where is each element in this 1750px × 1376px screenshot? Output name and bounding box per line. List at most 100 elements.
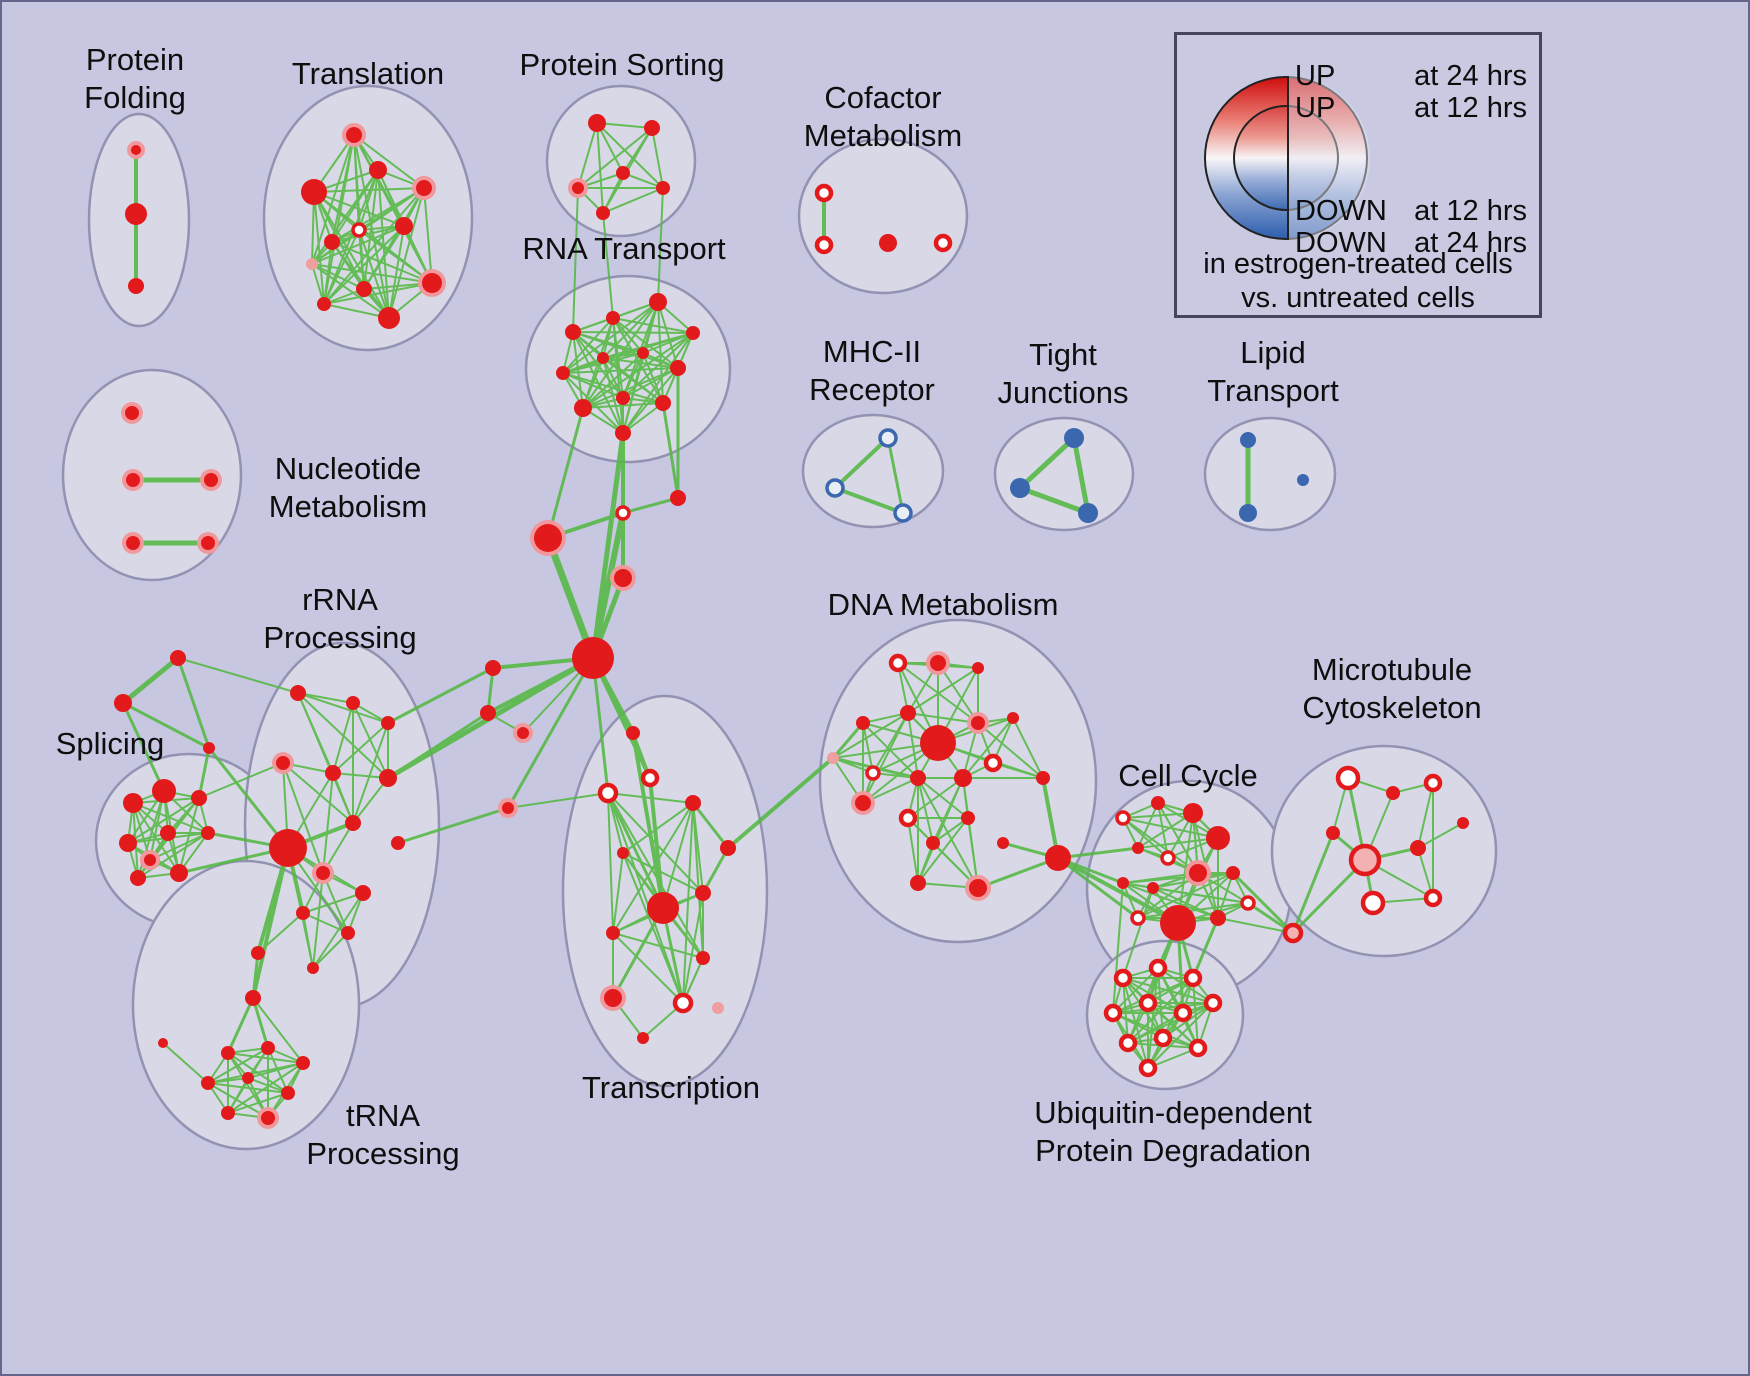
node-5[interactable] — [369, 161, 387, 179]
node-126[interactable] — [961, 811, 975, 825]
node-51[interactable] — [114, 694, 132, 712]
node-26[interactable] — [597, 352, 609, 364]
node-68[interactable] — [379, 769, 397, 787]
node-161[interactable] — [1138, 993, 1158, 1013]
node-6[interactable] — [412, 176, 436, 200]
node-8[interactable] — [351, 222, 367, 238]
node-163[interactable] — [1203, 993, 1223, 1013]
node-1[interactable] — [125, 203, 147, 225]
node-38[interactable] — [825, 478, 845, 498]
node-62[interactable] — [140, 850, 160, 870]
node-70[interactable] — [345, 815, 361, 831]
node-56[interactable] — [191, 790, 207, 806]
node-155[interactable] — [1423, 888, 1443, 908]
node-75[interactable] — [341, 926, 355, 940]
node-50[interactable] — [197, 532, 219, 554]
node-88[interactable] — [530, 520, 566, 556]
node-83[interactable] — [242, 1072, 254, 1084]
node-78[interactable] — [245, 990, 261, 1006]
node-44[interactable] — [1239, 504, 1257, 522]
node-74[interactable] — [296, 906, 310, 920]
node-164[interactable] — [1118, 1033, 1138, 1053]
node-17[interactable] — [568, 178, 588, 198]
node-69[interactable] — [269, 829, 307, 867]
node-89[interactable] — [615, 505, 631, 521]
node-93[interactable] — [485, 660, 501, 676]
node-112[interactable] — [926, 651, 950, 675]
node-19[interactable] — [656, 181, 670, 195]
node-113[interactable] — [972, 662, 984, 674]
node-54[interactable] — [123, 793, 143, 813]
node-76[interactable] — [251, 946, 265, 960]
node-87[interactable] — [158, 1038, 168, 1048]
node-35[interactable] — [879, 234, 897, 252]
node-90[interactable] — [670, 490, 686, 506]
node-104[interactable] — [606, 926, 620, 940]
node-127[interactable] — [926, 836, 940, 850]
node-10[interactable] — [418, 269, 446, 297]
node-94[interactable] — [480, 705, 496, 721]
node-119[interactable] — [865, 765, 881, 781]
node-130[interactable] — [965, 875, 991, 901]
node-61[interactable] — [170, 864, 188, 882]
node-23[interactable] — [649, 293, 667, 311]
node-20[interactable] — [596, 206, 610, 220]
node-66[interactable] — [272, 752, 294, 774]
node-32[interactable] — [615, 425, 631, 441]
node-167[interactable] — [1138, 1058, 1158, 1078]
node-81[interactable] — [296, 1056, 310, 1070]
node-39[interactable] — [893, 503, 913, 523]
node-71[interactable] — [391, 836, 405, 850]
node-57[interactable] — [119, 834, 137, 852]
node-22[interactable] — [606, 311, 620, 325]
node-65[interactable] — [381, 716, 395, 730]
node-41[interactable] — [1010, 478, 1030, 498]
node-28[interactable] — [670, 360, 686, 376]
node-136[interactable] — [1206, 826, 1230, 850]
node-21[interactable] — [565, 324, 581, 340]
node-11[interactable] — [306, 258, 318, 270]
node-9[interactable] — [395, 217, 413, 235]
node-73[interactable] — [355, 885, 371, 901]
node-123[interactable] — [1036, 771, 1050, 785]
node-122[interactable] — [983, 753, 1003, 773]
node-139[interactable] — [1185, 860, 1211, 886]
node-47[interactable] — [122, 469, 144, 491]
node-53[interactable] — [203, 742, 215, 754]
node-151[interactable] — [1348, 843, 1382, 877]
node-98[interactable] — [640, 768, 660, 788]
node-67[interactable] — [325, 765, 341, 781]
node-7[interactable] — [324, 234, 340, 250]
node-101[interactable] — [617, 847, 629, 859]
node-52[interactable] — [170, 650, 186, 666]
node-60[interactable] — [130, 870, 146, 886]
node-150[interactable] — [1326, 826, 1340, 840]
node-157[interactable] — [1113, 968, 1133, 988]
node-158[interactable] — [1148, 958, 1168, 978]
node-156[interactable] — [1282, 922, 1304, 944]
node-141[interactable] — [1117, 877, 1129, 889]
node-121[interactable] — [954, 769, 972, 787]
node-143[interactable] — [1160, 905, 1196, 941]
node-145[interactable] — [1240, 895, 1256, 911]
node-72[interactable] — [312, 862, 334, 884]
node-106[interactable] — [600, 985, 626, 1011]
node-40[interactable] — [1064, 428, 1084, 448]
node-149[interactable] — [1423, 773, 1443, 793]
node-135[interactable] — [1183, 803, 1203, 823]
node-117[interactable] — [967, 712, 989, 734]
node-48[interactable] — [200, 469, 222, 491]
node-18[interactable] — [616, 166, 630, 180]
node-64[interactable] — [346, 696, 360, 710]
node-16[interactable] — [644, 120, 660, 136]
node-96[interactable] — [498, 798, 518, 818]
node-46[interactable] — [121, 402, 143, 424]
node-25[interactable] — [556, 366, 570, 380]
node-45[interactable] — [1297, 474, 1309, 486]
node-13[interactable] — [378, 307, 400, 329]
node-34[interactable] — [814, 235, 834, 255]
node-138[interactable] — [1160, 850, 1176, 866]
node-29[interactable] — [574, 399, 592, 417]
node-166[interactable] — [1188, 1038, 1208, 1058]
node-92[interactable] — [572, 637, 614, 679]
